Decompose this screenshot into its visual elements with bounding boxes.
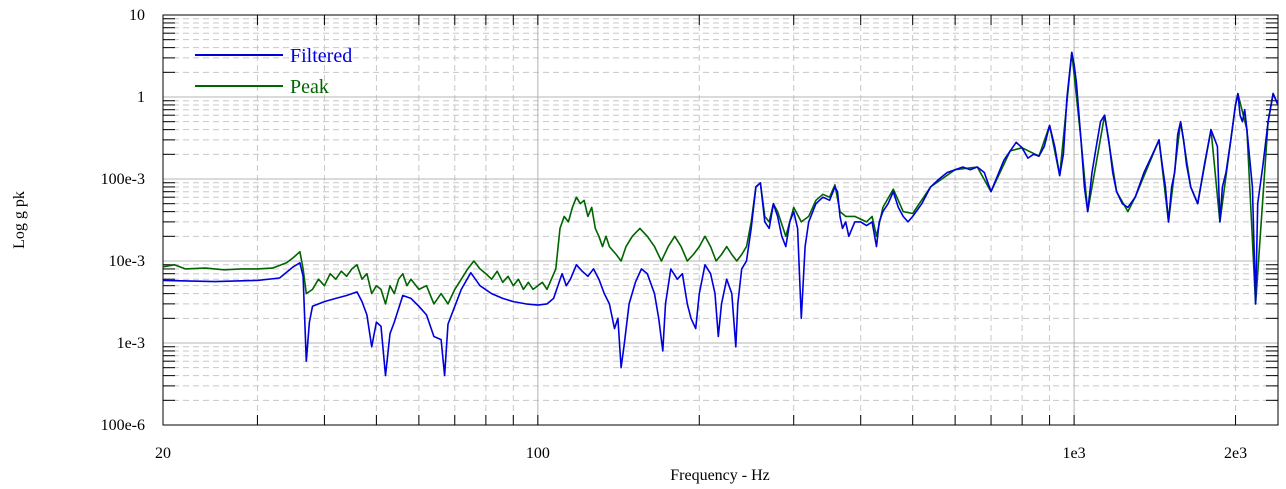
- y-tick-labels: 10 1 100e-3 10e-3 1e-3 100e-6: [101, 7, 145, 434]
- y-axis-title: Log g pk: [11, 191, 28, 249]
- legend-label-filtered: Filtered: [290, 45, 352, 67]
- series-layer: [162, 51, 1279, 377]
- legend: Filtered Peak: [195, 45, 352, 98]
- y-tick-label: 10: [129, 7, 145, 24]
- x-tick-label: 1e3: [1063, 445, 1086, 462]
- x-tick-label: 100: [526, 445, 550, 462]
- x-tick-label: 2e3: [1224, 445, 1247, 462]
- y-tick-label: 100e-3: [101, 171, 145, 188]
- y-tick-label: 1: [137, 89, 145, 106]
- x-tick-labels: 20 100 1e3 2e3: [155, 445, 1247, 462]
- plot-frame: [162, 14, 1279, 426]
- y-tick-label: 100e-6: [101, 417, 145, 434]
- y-tick-label: 10e-3: [109, 253, 145, 270]
- y-tick-label: 1e-3: [117, 335, 145, 352]
- x-axis-title: Frequency - Hz: [670, 467, 770, 484]
- axis-ticks: [163, 15, 1278, 425]
- series-line-filtered: [162, 51, 1279, 377]
- legend-label-peak: Peak: [290, 76, 329, 98]
- x-tick-label: 20: [155, 445, 171, 462]
